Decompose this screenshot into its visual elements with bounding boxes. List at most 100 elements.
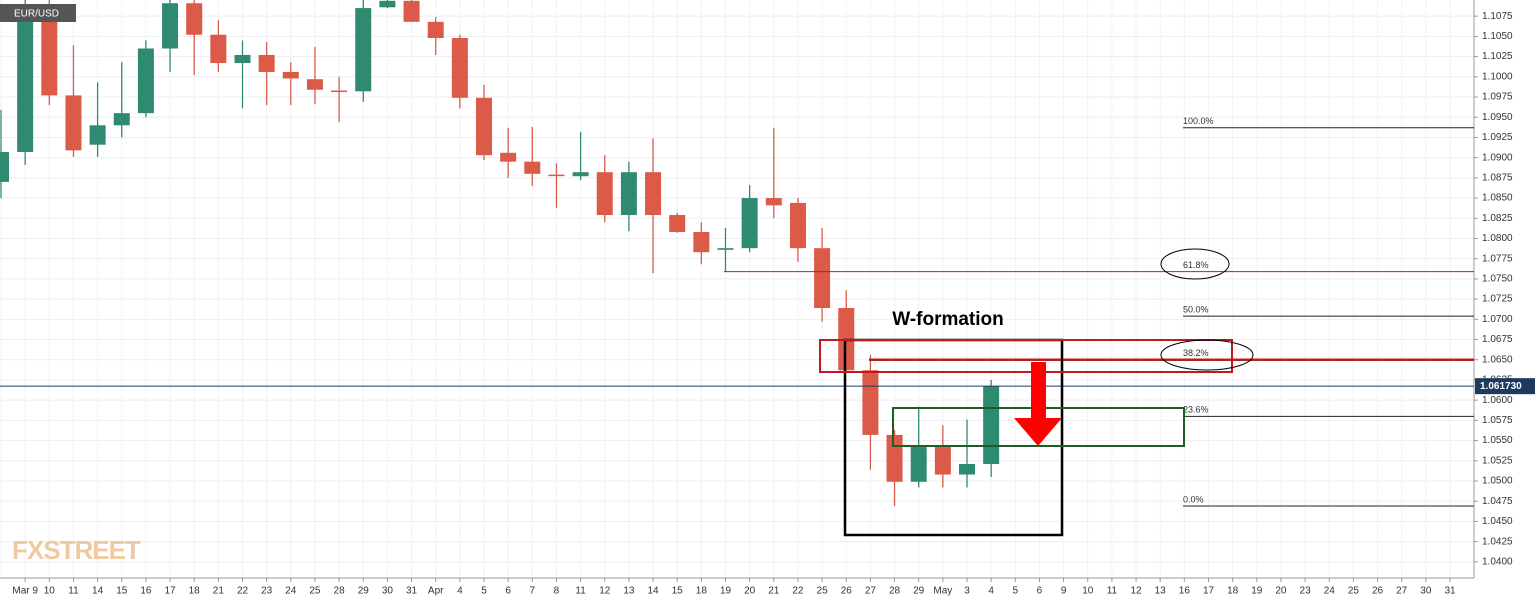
x-tick-label: 23 xyxy=(1300,586,1312,597)
candle-body xyxy=(89,125,106,145)
x-tick-label: 31 xyxy=(1444,586,1456,597)
candle-body xyxy=(234,54,251,64)
candle-body xyxy=(596,172,613,216)
x-tick-label: 24 xyxy=(285,586,297,597)
x-tick-label: 5 xyxy=(1013,586,1019,597)
y-tick-label: 1.0450 xyxy=(1482,516,1513,527)
x-tick-label: 23 xyxy=(261,586,273,597)
x-tick-label: May xyxy=(933,586,952,597)
candle-body xyxy=(210,34,227,64)
candle-body xyxy=(306,79,323,90)
fib-label: 50.0% xyxy=(1183,304,1209,314)
candle-body xyxy=(548,174,565,177)
candle-body xyxy=(789,202,806,249)
x-tick-label: 11 xyxy=(68,586,79,597)
x-tick-label: 27 xyxy=(865,586,877,597)
candle-body xyxy=(693,232,710,253)
candle-body xyxy=(41,10,58,96)
x-tick-label: 10 xyxy=(1082,586,1094,597)
candle-body xyxy=(934,447,951,475)
x-tick-label: 14 xyxy=(647,586,659,597)
y-tick-label: 1.0950 xyxy=(1482,112,1513,123)
x-tick-label: 29 xyxy=(913,586,925,597)
fib-circle xyxy=(1160,248,1230,280)
fib-label: 61.8% xyxy=(1183,260,1209,270)
x-tick-label: 20 xyxy=(1275,586,1287,597)
x-tick-label: 6 xyxy=(1037,586,1043,597)
candle-body xyxy=(355,8,372,92)
x-tick-label: 13 xyxy=(1155,586,1167,597)
watermark: FXSTREET xyxy=(12,535,141,565)
candle-body xyxy=(186,3,203,35)
y-tick-label: 1.1025 xyxy=(1482,51,1513,62)
x-tick-label: 12 xyxy=(599,586,611,597)
candle-body xyxy=(162,3,179,49)
y-tick-label: 1.0975 xyxy=(1482,92,1513,103)
x-tick-label: 18 xyxy=(189,586,201,597)
y-tick-label: 1.0750 xyxy=(1482,274,1513,285)
candle-body xyxy=(524,161,541,174)
x-tick-label: 11 xyxy=(1107,586,1118,597)
candle-body xyxy=(137,48,154,114)
candle-body xyxy=(910,447,927,482)
y-tick-label: 1.0775 xyxy=(1482,253,1513,264)
candle-body xyxy=(476,97,492,156)
candle-body xyxy=(403,0,420,22)
candle-body xyxy=(886,434,903,482)
y-tick-label: 1.0650 xyxy=(1482,354,1513,365)
y-tick-label: 1.0600 xyxy=(1482,395,1513,406)
x-tick-label: 25 xyxy=(1348,586,1360,597)
candle-body xyxy=(814,248,831,308)
x-tick-label: 28 xyxy=(889,586,901,597)
y-tick-label: 1.1000 xyxy=(1482,71,1513,82)
x-tick-label: 30 xyxy=(382,586,394,597)
x-tick-label: 12 xyxy=(1130,586,1142,597)
x-tick-label: 4 xyxy=(988,586,994,597)
price-tag xyxy=(1475,378,1535,395)
fib-label: 38.2% xyxy=(1183,348,1209,358)
y-tick-label: 1.0425 xyxy=(1482,536,1513,547)
symbol-box xyxy=(0,4,76,22)
candle-body xyxy=(765,198,782,206)
x-tick-label: 22 xyxy=(792,586,804,597)
x-tick-label: 6 xyxy=(505,586,511,597)
candle-body xyxy=(959,464,975,475)
y-tick-label: 1.0675 xyxy=(1482,334,1513,345)
x-tick-label: 21 xyxy=(213,586,225,597)
x-tick-label: 19 xyxy=(1251,586,1263,597)
x-tick-label: 20 xyxy=(744,586,756,597)
y-tick-label: 1.0925 xyxy=(1482,132,1513,143)
candle-body xyxy=(0,151,9,182)
y-tick-label: 1.0475 xyxy=(1482,496,1513,507)
x-tick-label: Apr xyxy=(428,586,444,597)
candle-body xyxy=(282,71,299,79)
fib-label: 0.0% xyxy=(1183,494,1204,504)
y-tick-label: 1.0525 xyxy=(1482,455,1513,466)
candle-body xyxy=(741,198,758,249)
x-tick-label: 15 xyxy=(116,586,128,597)
x-tick-label: 5 xyxy=(481,586,487,597)
x-tick-label: 4 xyxy=(457,586,463,597)
x-tick-label: 26 xyxy=(1372,586,1384,597)
x-tick-label: 9 xyxy=(1061,586,1067,597)
y-tick-label: 1.0850 xyxy=(1482,193,1513,204)
y-tick-label: 1.0725 xyxy=(1482,294,1513,305)
candle-body xyxy=(65,95,82,151)
x-tick-label: 24 xyxy=(1324,586,1336,597)
x-tick-label: 21 xyxy=(768,586,780,597)
y-tick-label: 1.0800 xyxy=(1482,233,1513,244)
x-tick-label: 16 xyxy=(1179,586,1191,597)
candle-body xyxy=(862,370,879,435)
down-arrow xyxy=(1014,362,1062,446)
x-tick-label: 19 xyxy=(720,586,732,597)
x-tick-label: 31 xyxy=(406,586,418,597)
x-tick-label: 10 xyxy=(44,586,56,597)
y-tick-label: 1.0400 xyxy=(1482,556,1513,567)
y-tick-label: 1.0825 xyxy=(1482,213,1513,224)
fib-circle xyxy=(1160,339,1254,371)
x-tick-label: 16 xyxy=(140,586,152,597)
candle-body xyxy=(669,215,686,233)
x-tick-label: 25 xyxy=(817,586,829,597)
candle-body xyxy=(379,0,396,8)
x-tick-label: 7 xyxy=(530,586,536,597)
